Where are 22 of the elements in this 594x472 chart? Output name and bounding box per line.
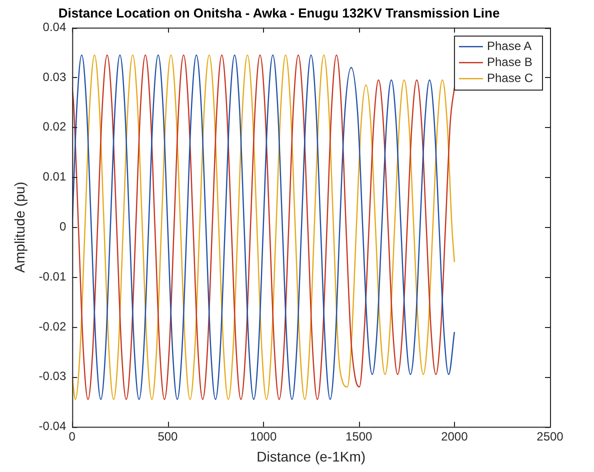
x-tick-label: 500 [158,429,178,444]
y-tick-label: 0.04 [42,20,66,34]
y-tick-label: -0.01 [38,269,66,284]
y-tick-label: -0.02 [38,319,66,334]
x-axis-title: Distance (e-1Km) [256,448,366,464]
y-tick-label: 0.01 [42,170,66,184]
y-tick-label: 0.03 [42,70,66,84]
x-tick-label: 1000 [250,429,277,444]
y-tick-label: -0.03 [38,369,66,384]
line-series [72,54,456,400]
y-tick-label: 0.02 [42,120,66,134]
x-tick-label: 2000 [441,429,468,444]
chart-title: Distance Location on Onitsha - Awka - Enugu 132KV Transmission Line [58,5,500,20]
legend-label: Phase A [486,38,532,53]
x-tick-label: 0 [68,429,76,444]
legend-label: Phase C [486,70,534,85]
x-tick-label: 2500 [536,429,564,444]
y-tick-label: -0.04 [38,419,66,434]
x-tick-label: 1500 [346,429,373,444]
y-tick-label: 0 [59,220,66,234]
y-axis-title: Amplitude (pu) [11,182,28,273]
legend-label: Phase B [486,54,532,69]
